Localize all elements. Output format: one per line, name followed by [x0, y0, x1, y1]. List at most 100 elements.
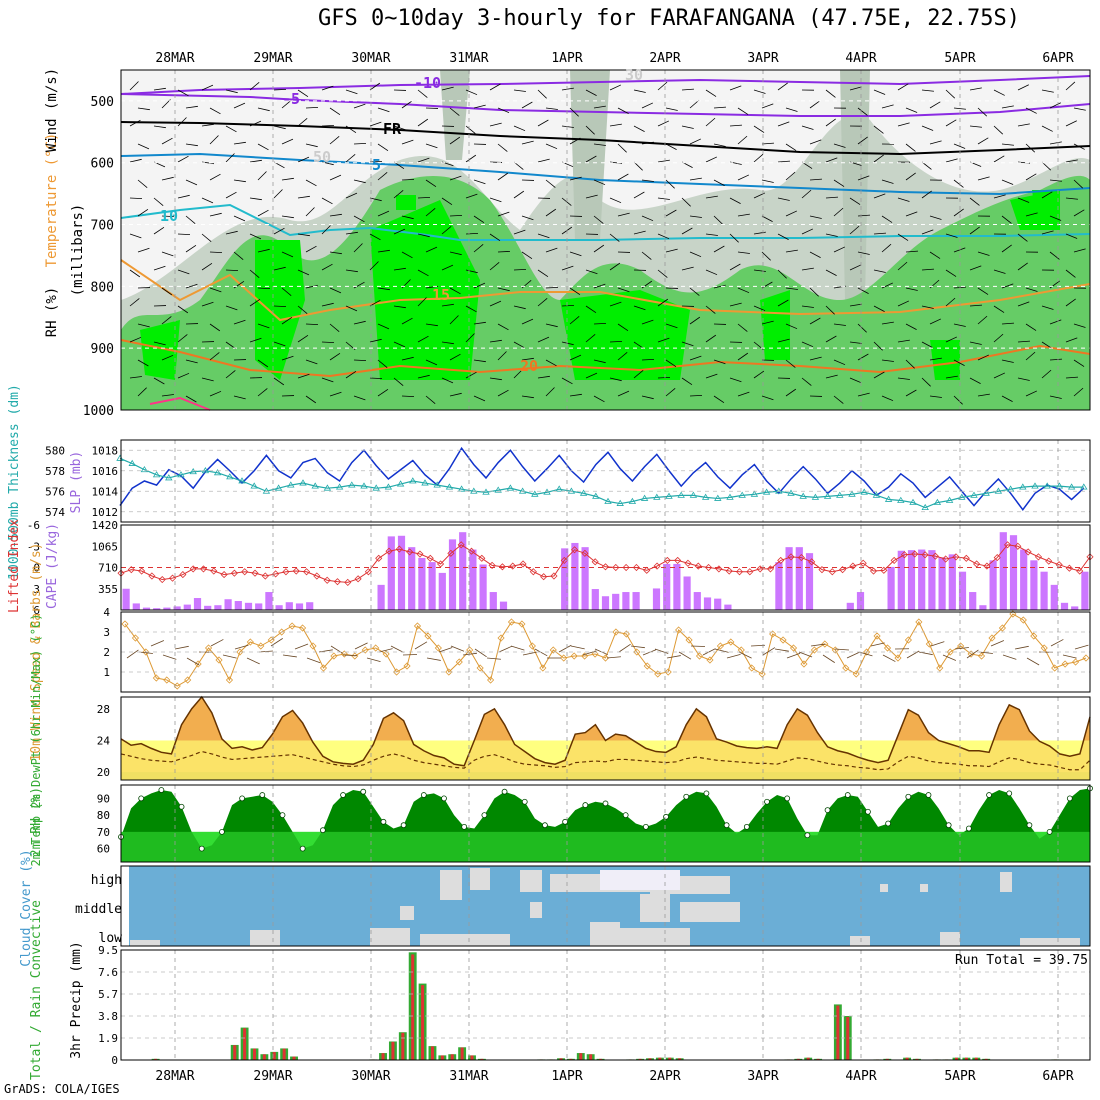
- rh2m-point: [743, 823, 750, 830]
- wind-barb: [489, 122, 502, 127]
- wind-barb: [905, 211, 918, 217]
- wind-barb: [137, 143, 150, 150]
- wind-barb: [657, 376, 671, 379]
- thickness-point: [250, 482, 258, 489]
- li-point: [746, 568, 754, 576]
- wind-barb: [465, 89, 478, 96]
- surface-wind-barb: [426, 657, 441, 661]
- li-point: [973, 560, 981, 568]
- wind-barb: [305, 179, 317, 187]
- thickness-point: [836, 491, 844, 498]
- wind-barb: [873, 305, 885, 312]
- thickness-point: [177, 471, 185, 478]
- wind-barb: [401, 395, 415, 398]
- thickness-point: [738, 491, 746, 498]
- wind-barb: [881, 104, 894, 109]
- li-point: [777, 556, 785, 564]
- wind-barb: [161, 354, 174, 361]
- wind-barb: [1065, 197, 1078, 200]
- wind10m-point: [403, 662, 411, 670]
- wind-barb: [425, 359, 438, 366]
- wind-barb: [209, 135, 219, 145]
- wind-barb: [873, 125, 884, 134]
- wind-barb: [561, 265, 574, 271]
- wind-barb: [609, 301, 622, 307]
- wind-barb: [297, 156, 310, 163]
- wind-barb: [665, 209, 677, 217]
- thickness-point: [372, 484, 380, 491]
- wind-barb: [161, 176, 174, 181]
- wind10m-point: [319, 664, 328, 672]
- wind-barb: [249, 81, 260, 91]
- wind-barb: [425, 207, 436, 217]
- wind-barb: [1041, 369, 1052, 379]
- wind-barb: [609, 340, 623, 343]
- wind10m-point: [716, 642, 724, 650]
- surface-wind-barb: [870, 642, 885, 647]
- slp-line: [119, 446, 1085, 511]
- wind-barb: [513, 305, 526, 310]
- credit-label: GrADS: COLA/IGES: [4, 1082, 120, 1096]
- wind-barb: [761, 103, 774, 109]
- wind-barb: [929, 251, 941, 259]
- wind-barb: [513, 268, 527, 271]
- wind-barb: [417, 233, 430, 238]
- wind-barb: [585, 333, 596, 343]
- wind-barb: [809, 356, 822, 361]
- wind-barb: [593, 283, 606, 289]
- wind-barb: [849, 303, 862, 307]
- wind-barb: [569, 251, 582, 257]
- wind-barb: [129, 197, 143, 200]
- thickness-point: [165, 474, 173, 481]
- wind-barb: [881, 395, 894, 402]
- li-point: [344, 578, 352, 586]
- cape-bar: [214, 605, 222, 610]
- wind-barb: [1041, 161, 1052, 171]
- wind-barb: [705, 334, 717, 343]
- wind-barb: [585, 89, 597, 96]
- wind-barb: [977, 315, 988, 325]
- wind-barb: [777, 121, 790, 127]
- wind-barb: [993, 269, 1006, 274]
- wind-barb: [801, 305, 814, 308]
- thickness-point: [701, 493, 710, 500]
- wind-barb: [321, 124, 335, 127]
- thickness-point: [811, 493, 820, 500]
- thickness-point: [799, 492, 807, 499]
- wind-barb: [1025, 173, 1037, 181]
- wind10m-point: [591, 650, 599, 658]
- wind-barb: [297, 233, 310, 237]
- wind-barb: [753, 231, 766, 235]
- wind-barb: [737, 391, 750, 397]
- surface-wind-barb: [558, 644, 572, 653]
- wind-barb: [921, 190, 932, 199]
- cloud-block: [940, 932, 960, 946]
- wind-barb: [129, 336, 142, 343]
- wind-barb: [753, 153, 764, 163]
- cloud-block: [920, 884, 928, 892]
- wind-barb: [881, 215, 893, 223]
- wind-barb: [513, 125, 526, 132]
- wind-barb: [657, 197, 670, 200]
- wind-barb: [873, 341, 883, 351]
- wind-barb: [1073, 387, 1084, 397]
- pressure-tick: 500: [91, 95, 114, 110]
- precip-conv-bar: [233, 1045, 237, 1060]
- wind-barb: [569, 354, 582, 361]
- wind10m-point: [1071, 658, 1080, 666]
- cape-bar: [897, 550, 905, 610]
- wind-barb: [1001, 283, 1014, 289]
- temp-tick: 28: [97, 703, 110, 716]
- wind-barb: [1025, 107, 1037, 114]
- rh2m-point: [481, 812, 488, 819]
- thickness-point: [384, 483, 393, 490]
- wind-barb: [393, 125, 406, 131]
- li-point: [323, 576, 331, 584]
- wind-barb: [945, 233, 958, 238]
- wind-barb: [297, 373, 310, 379]
- wind-barb: [281, 287, 292, 297]
- surface-wind-barb: [258, 650, 273, 653]
- wind-barb: [617, 143, 627, 153]
- li-point: [416, 550, 424, 558]
- wind10m-tick: 3: [103, 626, 110, 639]
